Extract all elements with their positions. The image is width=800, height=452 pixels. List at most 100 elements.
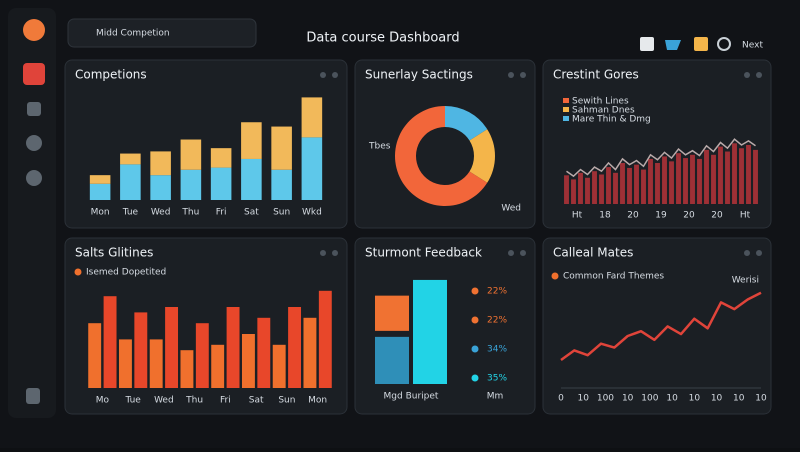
panel-menu[interactable]	[332, 72, 338, 78]
x-label: Wed	[151, 208, 171, 218]
bar-segment	[210, 148, 232, 168]
legend-label: Sahman Dnes	[572, 106, 635, 116]
nav-icon[interactable]	[26, 388, 40, 404]
nav-icon[interactable]	[27, 102, 41, 116]
x-label: Sat	[249, 396, 264, 406]
legend-label: Isemed Dopetited	[86, 268, 166, 278]
bar	[648, 158, 653, 204]
bar	[746, 144, 751, 204]
legend-label: Mare Thin & Dmg	[572, 115, 651, 125]
icon[interactable]	[640, 37, 654, 51]
bar	[241, 334, 255, 388]
panel-title: Sturmont Feedback	[365, 246, 482, 260]
bar	[711, 154, 716, 204]
bar-segment	[180, 139, 202, 170]
bar	[134, 312, 148, 388]
panel-menu[interactable]	[332, 250, 338, 256]
icon[interactable]	[694, 37, 708, 51]
panel	[542, 237, 772, 415]
panel-title: Salts Glitines	[75, 246, 153, 260]
panel-menu[interactable]	[320, 72, 326, 78]
x-label: Mo	[96, 396, 110, 406]
x-label: 100	[641, 394, 658, 404]
x-label: Tue	[124, 396, 141, 406]
x-label: Mon	[308, 396, 327, 406]
bar	[564, 175, 569, 204]
bar	[669, 161, 674, 204]
x-label: Wed	[154, 396, 174, 406]
bar-segment	[150, 175, 171, 200]
nav-icon[interactable]	[23, 63, 45, 85]
bar-segment	[120, 153, 141, 165]
bar	[226, 307, 240, 388]
item-value: 34%	[487, 345, 507, 355]
x-label: Sun	[273, 208, 290, 218]
legend-label: Common Fard Themes	[563, 272, 664, 282]
panels: Competions Mon Tue Wed Thu Fri Sat Sun Wkd Sunerl…	[64, 59, 772, 415]
x-label: 10	[733, 394, 745, 404]
panel-menu[interactable]	[508, 250, 514, 256]
x-label: 0	[558, 394, 564, 404]
bar	[655, 163, 660, 204]
next-link[interactable]: Next	[742, 41, 763, 51]
item-value: 22%	[487, 316, 507, 326]
bar	[103, 296, 117, 388]
page-title: Data course Dashboard	[306, 31, 459, 46]
nav-icon[interactable]	[26, 135, 42, 151]
panel-menu[interactable]	[508, 72, 514, 78]
x-label: 20	[683, 211, 695, 221]
sidebar	[8, 8, 56, 418]
bar	[662, 156, 667, 204]
item-dot	[471, 345, 479, 353]
panel	[354, 59, 536, 229]
legend-label: Sewith Lines	[572, 97, 629, 107]
bar	[683, 158, 688, 204]
x-label: Mm	[487, 392, 504, 402]
bar	[88, 323, 102, 388]
bar	[303, 317, 317, 388]
bar	[718, 146, 723, 204]
icon[interactable]	[665, 40, 681, 50]
bar	[272, 344, 286, 388]
annotation: Wed	[501, 204, 521, 214]
bar	[753, 149, 758, 204]
bar	[180, 350, 194, 388]
x-label: Mgd Buripet	[384, 392, 439, 402]
bar-segment	[301, 137, 323, 200]
line	[566, 138, 756, 178]
nav-icon[interactable]	[26, 170, 42, 186]
search-box[interactable]	[67, 18, 257, 48]
panel-menu[interactable]	[756, 72, 762, 78]
badge: Werisi	[732, 276, 759, 286]
panel-menu[interactable]	[320, 250, 326, 256]
bar	[571, 179, 576, 204]
bar	[634, 164, 639, 204]
bar	[578, 172, 583, 204]
bar-segment	[89, 175, 111, 184]
x-label: Thu	[185, 396, 203, 406]
panel-menu[interactable]	[744, 250, 750, 256]
logo[interactable]	[23, 19, 45, 41]
bar	[118, 339, 132, 388]
x-label: Ht	[572, 211, 583, 221]
x-label: 10	[666, 394, 678, 404]
panel-menu[interactable]	[520, 250, 526, 256]
bar	[739, 148, 744, 204]
bar-segment	[89, 183, 111, 200]
bar	[149, 339, 163, 388]
panel-menu[interactable]	[756, 250, 762, 256]
bar-segment	[150, 151, 171, 176]
x-label: Thu	[181, 208, 199, 218]
donut-slice	[394, 106, 488, 207]
panel-menu[interactable]	[744, 72, 750, 78]
panel-title: Calleal Mates	[553, 246, 633, 260]
panel-menu[interactable]	[520, 72, 526, 78]
bar-segment	[271, 169, 292, 200]
bar	[704, 149, 709, 204]
line	[560, 291, 762, 362]
icon[interactable]	[717, 37, 731, 51]
bar-segment	[210, 167, 232, 200]
annotation: Tbes	[368, 142, 391, 152]
x-label: Mon	[91, 208, 110, 218]
